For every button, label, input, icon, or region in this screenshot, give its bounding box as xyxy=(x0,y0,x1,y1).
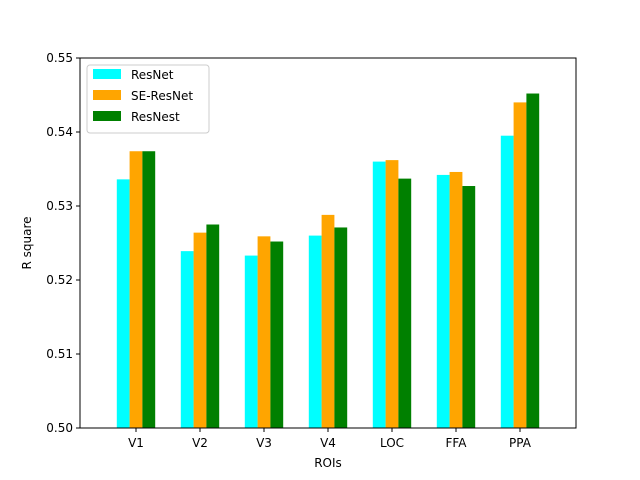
bar-se-resnet-v4 xyxy=(321,214,335,428)
x-tick-label: FFA xyxy=(446,436,468,450)
legend-label-se-resnet: SE-ResNet xyxy=(131,89,193,103)
x-tick-label: V3 xyxy=(256,436,272,450)
x-tick-label: LOC xyxy=(380,436,404,450)
x-tick-label: V2 xyxy=(192,436,208,450)
y-tick-label: 0.50 xyxy=(46,421,73,435)
y-axis-label: R square xyxy=(20,216,34,269)
x-axis-label: ROIs xyxy=(314,456,342,470)
bar-resnet-v4 xyxy=(308,235,322,428)
bar-resnest-v1 xyxy=(142,151,156,429)
y-tick-label: 0.52 xyxy=(46,273,73,287)
bar-resnet-v3 xyxy=(244,255,258,428)
legend-swatch-resnest xyxy=(93,111,121,121)
bar-resnet-v1 xyxy=(116,179,130,428)
bar-resnet-v2 xyxy=(180,251,194,428)
bar-resnest-v2 xyxy=(206,224,220,428)
bar-resnet-loc xyxy=(372,161,386,428)
bar-resnet-ffa xyxy=(436,174,450,428)
legend-swatch-resnet xyxy=(93,69,121,79)
bar-se-resnet-v2 xyxy=(193,232,207,428)
bar-resnet-ppa xyxy=(500,135,514,428)
bar-resnest-v4 xyxy=(334,227,348,428)
x-tick-label: V1 xyxy=(128,436,144,450)
plot-frame xyxy=(79,57,577,429)
y-tick-label: 0.54 xyxy=(46,125,73,139)
bar-se-resnet-v3 xyxy=(257,236,271,428)
x-axis-ticks: V1 V2 V3 V4 LOC FFA PPA xyxy=(128,428,532,450)
legend-label-resnest: ResNest xyxy=(131,110,180,124)
bar-resnest-v3 xyxy=(270,241,284,428)
bars-group xyxy=(116,93,540,429)
y-axis-ticks: 0.50 0.51 0.52 0.53 0.54 0.55 xyxy=(46,51,80,435)
bar-se-resnet-v1 xyxy=(129,151,143,429)
y-tick-label: 0.51 xyxy=(46,347,73,361)
legend-label-resnet: ResNet xyxy=(131,68,174,82)
bar-resnest-ffa xyxy=(462,186,476,428)
legend: ResNet SE-ResNet ResNest xyxy=(86,64,210,134)
bar-se-resnet-ppa xyxy=(513,102,527,429)
y-tick-label: 0.53 xyxy=(46,199,73,213)
bar-resnest-loc xyxy=(398,178,412,428)
bar-resnest-ppa xyxy=(526,93,540,429)
bar-se-resnet-loc xyxy=(385,160,399,428)
x-tick-label: V4 xyxy=(320,436,336,450)
x-tick-label: PPA xyxy=(509,436,532,450)
bar-se-resnet-ffa xyxy=(449,171,463,428)
legend-swatch-se-resnet xyxy=(93,90,121,100)
y-tick-label: 0.55 xyxy=(46,51,73,65)
